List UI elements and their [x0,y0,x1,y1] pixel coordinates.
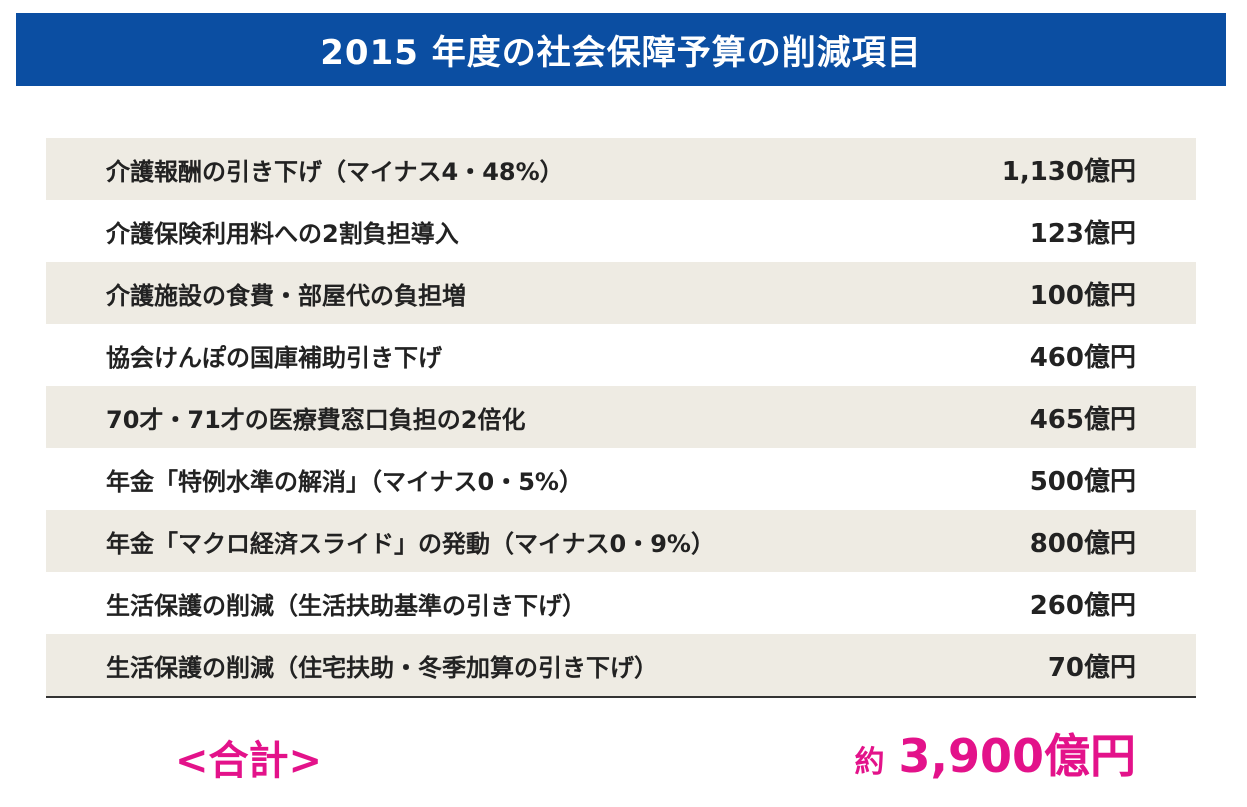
row-value: 465億円 [1029,404,1136,435]
table-row: 介護施設の食費・部屋代の負担増 100億円 [46,262,1196,324]
table-bottom-rule [46,696,1196,698]
budget-cut-table: 介護報酬の引き下げ（マイナス4・48%） 1,130億円介護保険利用料への2割負担… [46,138,1196,698]
row-label: 70才・71才の医療費窓口負担の2倍化 [106,405,526,434]
row-value: 70億円 [1047,652,1136,683]
total-label: <合計> [175,738,323,784]
table-row: 生活保護の削減（住宅扶助・冬季加算の引き下げ） 70億円 [46,634,1196,696]
row-label: 介護施設の食費・部屋代の負担増 [106,281,466,310]
table-row: 年金「マクロ経済スライド」の発動（マイナス0・9%） 800億円 [46,510,1196,572]
row-label: 年金「マクロ経済スライド」の発動（マイナス0・9%） [106,529,715,558]
table-row: 協会けんぽの国庫補助引き下げ 460億円 [46,324,1196,386]
table-row: 介護保険利用料への2割負担導入 123億円 [46,200,1196,262]
title-banner: 2015 年度の社会保障予算の削減項目 [16,13,1226,86]
table-row: 年金「特例水準の解消」（マイナス0・5%） 500億円 [46,448,1196,510]
table-row: 70才・71才の医療費窓口負担の2倍化 465億円 [46,386,1196,448]
row-label: 年金「特例水準の解消」（マイナス0・5%） [106,467,583,496]
table-row: 介護報酬の引き下げ（マイナス4・48%） 1,130億円 [46,138,1196,200]
total-value: 約 3,900億円 [854,720,1136,786]
row-value: 1,130億円 [1001,156,1136,187]
row-value: 123億円 [1029,218,1136,249]
table-row: 生活保護の削減（生活扶助基準の引き下げ） 260億円 [46,572,1196,634]
row-label: 生活保護の削減（住宅扶助・冬季加算の引き下げ） [106,653,658,682]
row-label: 介護保険利用料への2割負担導入 [106,219,459,248]
row-value: 800億円 [1029,528,1136,559]
row-value: 500億円 [1029,466,1136,497]
total-amount: 3,900億円 [898,729,1136,783]
row-label: 介護報酬の引き下げ（マイナス4・48%） [106,157,564,186]
table-rows: 介護報酬の引き下げ（マイナス4・48%） 1,130億円介護保険利用料への2割負担… [46,138,1196,696]
row-label: 生活保護の削減（生活扶助基準の引き下げ） [106,591,586,620]
row-value: 460億円 [1029,342,1136,373]
row-value: 260億円 [1029,590,1136,621]
total-prefix: 約 [854,745,885,780]
row-label: 協会けんぽの国庫補助引き下げ [106,343,442,372]
chart-title: 2015 年度の社会保障予算の削減項目 [320,33,922,73]
row-value: 100億円 [1029,280,1136,311]
